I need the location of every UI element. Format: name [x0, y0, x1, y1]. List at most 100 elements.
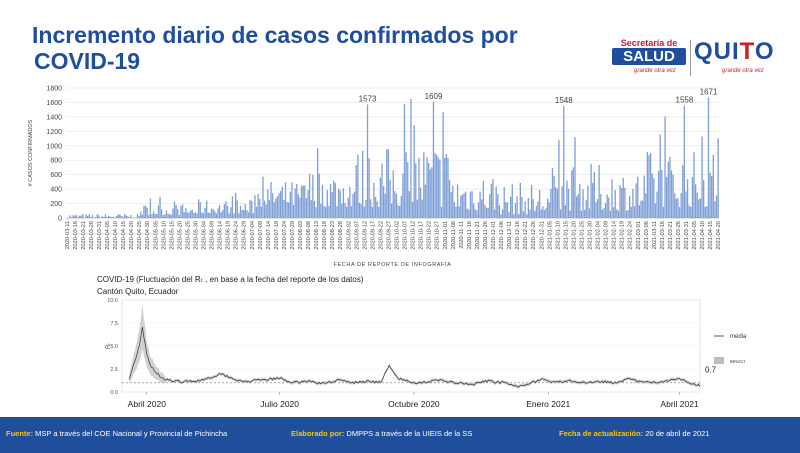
- x-tick-label: 2020-05-10: [161, 221, 167, 250]
- bar: [157, 205, 160, 218]
- x-tick-label: 2020-09-02: [346, 221, 352, 250]
- bar: [297, 194, 300, 218]
- bar: [347, 197, 349, 218]
- bar: [637, 176, 639, 218]
- bar: [165, 210, 168, 218]
- bar: [641, 200, 644, 218]
- x-tick-label: 2021-01-15: [563, 221, 569, 250]
- bar: [125, 215, 127, 218]
- bar: [469, 191, 472, 218]
- x-tick-label: 2021-03-31: [684, 221, 690, 250]
- y-tick-label: 1600: [46, 100, 62, 107]
- bar: [141, 214, 144, 218]
- bar: [342, 188, 345, 218]
- bar: [666, 176, 668, 218]
- x-tick-label: 2020-09-27: [386, 221, 392, 250]
- bar: [283, 200, 285, 218]
- bar: [529, 209, 531, 218]
- bar: [178, 215, 180, 218]
- x-tick-label: 2020-08-03: [298, 221, 304, 250]
- bar: [442, 112, 444, 218]
- bar: [231, 196, 234, 218]
- bar: [236, 200, 238, 218]
- bar: [307, 190, 309, 218]
- bar: [579, 183, 581, 218]
- legend-cri-swatch: [714, 357, 724, 364]
- bar: [98, 215, 100, 218]
- bar: [88, 214, 90, 218]
- bar: [69, 215, 71, 218]
- bar: [415, 163, 417, 218]
- x-tick-label: 2020-11-26: [483, 221, 489, 249]
- bar: [630, 206, 632, 218]
- bar: [281, 186, 283, 218]
- bar: [699, 198, 702, 218]
- x-tick-label: 2020-06-09: [210, 221, 216, 250]
- bar: [326, 190, 328, 218]
- bar: [167, 213, 169, 218]
- salud-logo-tagline: grande otra vez: [634, 68, 676, 74]
- bar: [107, 215, 110, 218]
- bar: [439, 159, 441, 218]
- bar: [510, 196, 512, 218]
- bar: [569, 210, 571, 218]
- bar: [370, 199, 372, 218]
- bar: [476, 210, 478, 218]
- bar: [678, 207, 681, 218]
- bar: [199, 202, 201, 218]
- bar: [715, 195, 718, 218]
- x-tick-label: 2021-01-30: [588, 221, 594, 250]
- bar: [127, 216, 129, 218]
- bar: [559, 209, 562, 218]
- bar: [479, 191, 481, 218]
- bar: [263, 200, 266, 218]
- bar: [653, 178, 655, 218]
- bar: [91, 214, 94, 218]
- x-tick-label: 2020-10-12: [411, 221, 417, 250]
- bar: [511, 184, 513, 218]
- footer-updated: Fecha de actualización: 20 de abril de 2…: [559, 429, 710, 438]
- bar: [254, 195, 256, 218]
- bar: [526, 214, 528, 218]
- bar: [320, 203, 322, 218]
- bar: [400, 196, 402, 218]
- bar: [659, 134, 661, 218]
- rt-mean-line: [128, 326, 701, 388]
- bar: [530, 185, 533, 218]
- y-tick-label: 1200: [46, 129, 62, 136]
- x-tick-label: 2020-12-01: [491, 221, 497, 250]
- bar: [373, 182, 375, 218]
- bar: [334, 182, 337, 218]
- x-tick-label: 2020-03-16: [73, 221, 79, 250]
- title-line-1: Incremento diario de casos confirmados p…: [32, 22, 518, 48]
- bar: [714, 201, 716, 218]
- data-label: 1548: [555, 96, 573, 105]
- x-tick-label: 2021-04-10: [700, 221, 706, 250]
- x-tick-label: 2020-11-01: [443, 221, 449, 249]
- bar: [413, 125, 415, 218]
- bar: [259, 198, 261, 218]
- bar: [296, 183, 298, 218]
- bar: [640, 200, 642, 218]
- bar: [648, 155, 650, 218]
- bar: [590, 163, 592, 218]
- bar: [280, 191, 282, 218]
- bar: [249, 199, 251, 218]
- bar: [276, 196, 279, 218]
- bar: [156, 213, 158, 218]
- bar: [608, 197, 610, 218]
- bar: [432, 101, 435, 218]
- bar: [611, 179, 613, 218]
- bar: [318, 173, 320, 218]
- bar: [215, 213, 217, 218]
- bar: [535, 205, 538, 218]
- bar: [371, 206, 373, 218]
- bar: [553, 175, 555, 218]
- x-tick-label: 2021-03-21: [668, 221, 674, 250]
- bar: [410, 99, 412, 218]
- bar: [485, 207, 488, 218]
- bar: [239, 205, 242, 218]
- bar: [101, 216, 103, 218]
- bar: [688, 205, 690, 218]
- bar: [646, 151, 649, 218]
